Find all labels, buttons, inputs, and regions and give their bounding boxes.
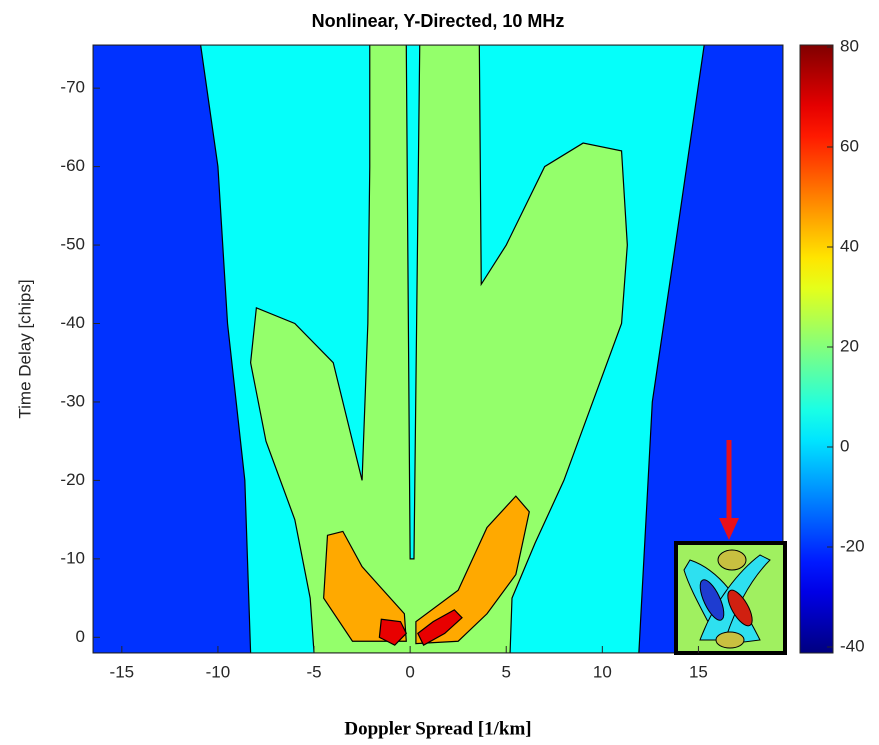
chart-title: Nonlinear, Y-Directed, 10 MHz <box>312 11 565 31</box>
y-tick-label: 0 <box>76 627 85 646</box>
contour-region <box>249 45 628 653</box>
x-tick-label: 10 <box>593 662 612 681</box>
contour-region <box>638 45 783 653</box>
x-tick-label: 5 <box>501 662 510 681</box>
contour-region <box>93 45 252 653</box>
x-tick-label: 0 <box>405 662 414 681</box>
y-tick-label: -10 <box>60 548 85 567</box>
y-tick-label: -20 <box>60 470 85 489</box>
y-axis-label: Time Delay [chips] <box>15 279 34 418</box>
y-tick-label: -70 <box>60 78 85 97</box>
inset <box>674 541 787 655</box>
y-tick-label: -40 <box>60 313 85 332</box>
colorbar-tick-label: -20 <box>840 536 865 555</box>
colorbar-tick-label: -40 <box>840 636 865 655</box>
y-tick-label: -30 <box>60 391 85 410</box>
contour-region <box>378 618 408 646</box>
colorbar-tick-label: 40 <box>840 236 859 255</box>
colorbar <box>799 44 834 654</box>
contour-region <box>405 45 421 560</box>
colorbar-tick-label: 60 <box>840 136 859 155</box>
colorbar-tick-label: 20 <box>840 336 859 355</box>
x-tick-label: -15 <box>110 662 135 681</box>
x-tick-label: -10 <box>206 662 231 681</box>
y-tick-label: -50 <box>60 235 85 254</box>
contour-region <box>417 609 463 646</box>
y-tick-label: -60 <box>60 156 85 175</box>
x-axis-label: Doppler Spread [1/km] <box>344 718 531 739</box>
plot-frame <box>92 44 784 654</box>
colorbar-tick-label: 80 <box>840 36 859 55</box>
contour-region <box>415 495 530 645</box>
contour-region <box>323 530 407 642</box>
x-tick-label: -5 <box>306 662 321 681</box>
arrow <box>719 440 739 540</box>
plot-area <box>93 45 783 653</box>
x-tick-label: 15 <box>689 662 708 681</box>
colorbar-tick-label: 0 <box>840 436 849 455</box>
